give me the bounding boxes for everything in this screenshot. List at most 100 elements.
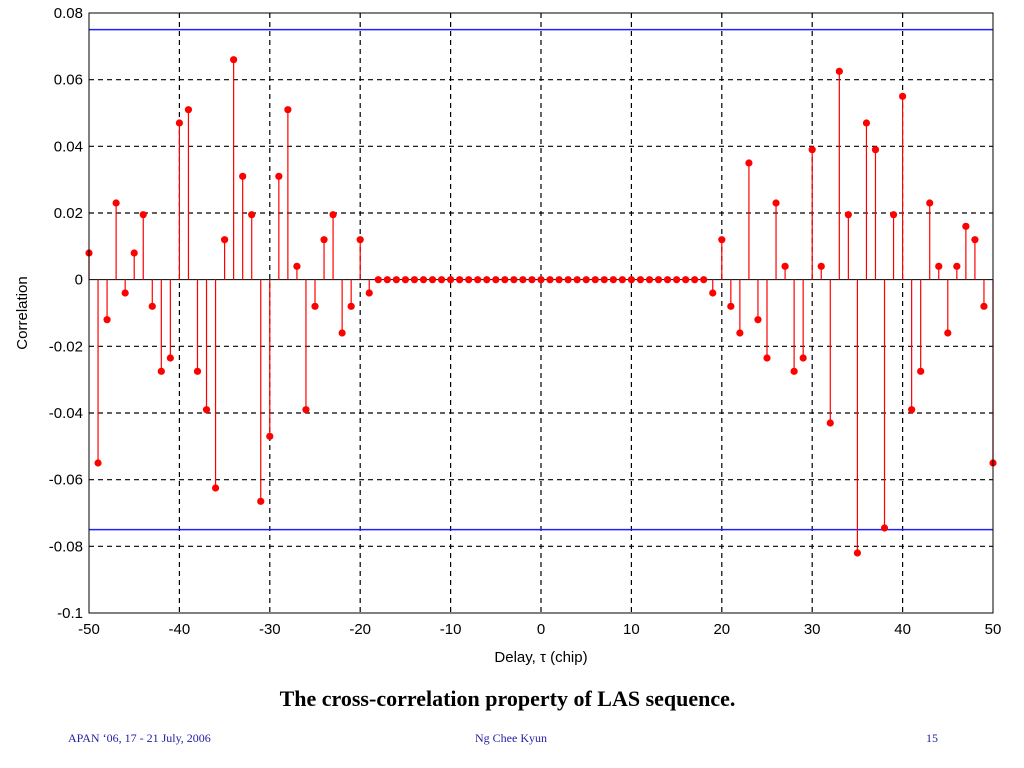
stem-marker — [356, 236, 364, 244]
stem-marker — [437, 276, 446, 284]
stem-marker — [727, 302, 735, 310]
x-tick-label: 0 — [537, 621, 545, 638]
stem-marker — [573, 276, 581, 284]
stem-marker — [645, 276, 654, 284]
stem-marker — [121, 289, 129, 297]
stem-marker — [483, 276, 491, 284]
stem-marker — [917, 367, 925, 375]
x-tick-label: -10 — [440, 621, 462, 638]
stem-marker — [193, 367, 202, 375]
stem-marker — [338, 329, 346, 337]
stem-marker — [790, 367, 798, 375]
stem-marker — [754, 316, 762, 324]
stem-marker — [817, 262, 825, 270]
stem-marker — [175, 119, 183, 127]
stem-marker — [392, 276, 400, 284]
stem-marker — [663, 276, 672, 284]
reference-lines — [89, 28, 993, 531]
stem-marker — [293, 262, 301, 270]
stem-marker — [248, 211, 256, 219]
x-tick-label: 30 — [804, 621, 821, 638]
stem-marker — [239, 172, 247, 180]
y-axis-label: Correlation — [14, 276, 31, 349]
stem-marker — [139, 211, 147, 219]
stem-marker — [510, 276, 518, 284]
stem-marker — [826, 419, 834, 427]
stem-marker — [835, 67, 843, 75]
stem-marker — [365, 289, 373, 297]
stem-marker — [383, 276, 391, 284]
y-tick-labels: 0.08 0.06 0.04 0.02 0 -0.02 -0.04 -0.06 -0.08 -0.… — [49, 5, 83, 622]
stem-marker — [673, 276, 681, 284]
stem-marker — [103, 316, 111, 324]
stem-marker — [880, 524, 889, 532]
x-tick-label: 50 — [985, 621, 1002, 638]
stem-marker — [374, 276, 382, 284]
stem-marker — [501, 276, 509, 284]
figure-caption: The cross-correlation property of LAS se… — [279, 686, 736, 711]
stem-marker — [908, 406, 916, 414]
stem-marker — [166, 354, 174, 362]
stem-marker — [871, 146, 880, 154]
stem-marker — [691, 276, 699, 284]
stem-marker — [230, 56, 238, 64]
stem-marker — [157, 367, 165, 375]
stem-marker — [736, 329, 744, 337]
y-tick-label: -0.06 — [49, 472, 83, 489]
x-tick-label: -50 — [78, 621, 100, 638]
stem-marker — [926, 199, 934, 207]
stem-marker — [284, 106, 292, 114]
stem-marker — [853, 549, 862, 557]
x-tick-label: -40 — [169, 621, 191, 638]
stem-marker — [202, 406, 211, 414]
stem-marker — [980, 302, 988, 310]
stem-marker — [763, 354, 771, 362]
stem-marker — [474, 276, 482, 284]
cross-correlation-chart: -50 -40 -30 -20 -10 0 10 20 30 40 50 0.080.060.040… — [14, 5, 1001, 666]
stem-marker — [718, 236, 726, 244]
stem-marker — [582, 276, 590, 284]
stem-marker — [962, 222, 970, 230]
stem-marker — [347, 302, 355, 310]
stem-marker — [148, 302, 156, 310]
stem-marker — [953, 262, 961, 270]
stem-marker — [266, 432, 274, 440]
stem-marker — [519, 276, 527, 284]
stem-marker — [618, 276, 626, 284]
stem-marker — [600, 276, 608, 284]
y-tick-label: 0 — [75, 272, 83, 289]
stem-marker — [447, 276, 455, 284]
x-tick-label: 10 — [623, 621, 640, 638]
stem-marker — [428, 276, 437, 284]
footer-date: APAN ‘06, 17 - 21 July, 2006 — [68, 731, 211, 745]
footer-author: Ng Chee Kyun — [475, 731, 547, 745]
y-tick-label: 0.06 — [54, 72, 83, 89]
stem-marker — [609, 276, 617, 284]
stem-marker — [311, 302, 319, 310]
stem-marker — [889, 211, 898, 219]
stem-marker — [221, 236, 229, 244]
stem-marker — [546, 276, 554, 284]
plot-frame — [88, 12, 994, 614]
stem-marker — [591, 276, 599, 284]
y-tick-label: -0.08 — [49, 538, 83, 555]
y-tick-label: 0.02 — [54, 205, 83, 222]
x-tick-label: -30 — [259, 621, 281, 638]
stem-marker — [465, 276, 473, 284]
y-tick-label: 0.04 — [54, 138, 83, 155]
stem-marker — [935, 262, 943, 270]
x-tick-labels: -50 -40 -30 -20 -10 0 10 20 30 40 50 — [78, 621, 1001, 638]
stem-marker — [130, 249, 138, 257]
stem-marker — [302, 406, 310, 414]
stem-marker — [745, 159, 753, 167]
stem-marker — [537, 276, 545, 284]
stem-marker — [700, 276, 708, 284]
stem-marker — [184, 106, 193, 114]
stem-marker — [654, 276, 663, 284]
stem-marker — [844, 211, 852, 219]
stem-marker — [682, 276, 690, 284]
y-tick-label: 0.08 — [54, 5, 83, 22]
stem-marker — [799, 354, 807, 362]
x-tick-label: -20 — [349, 621, 371, 638]
stem-marker — [862, 119, 871, 127]
